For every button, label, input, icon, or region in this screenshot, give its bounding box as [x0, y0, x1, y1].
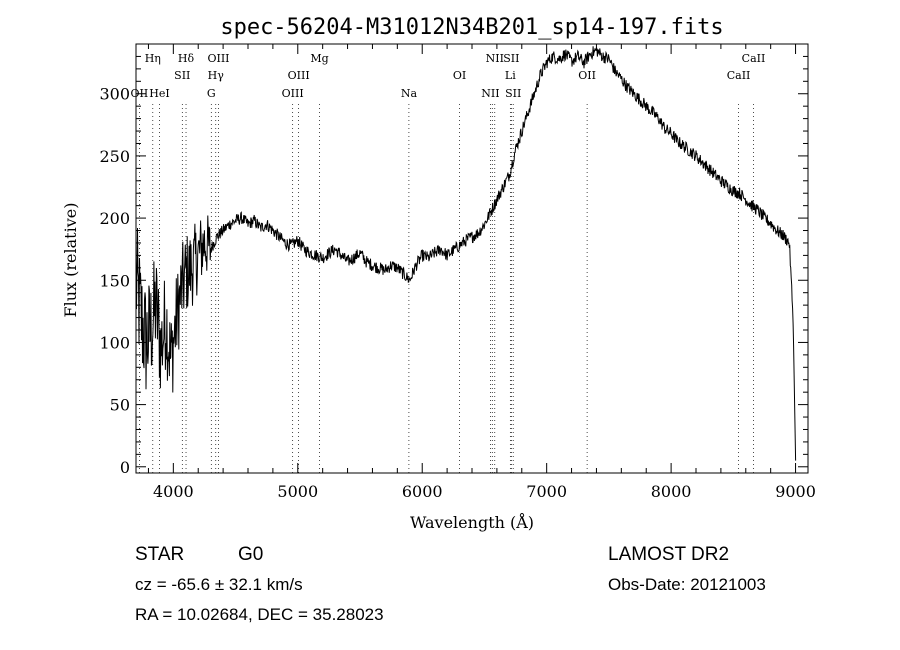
obs-date: Obs-Date: 20121003: [608, 575, 766, 594]
x-axis-label: Wavelength (Å): [410, 512, 534, 532]
emission-line-label: Hδ: [178, 52, 195, 65]
emission-line-label: OIII: [282, 87, 304, 100]
y-tick-label: 150: [99, 271, 130, 290]
object-class: STAR: [135, 544, 184, 565]
y-tick-label: 0: [120, 458, 130, 477]
redshift-readout: cz = -65.6 ± 32.1 km/s: [135, 575, 303, 594]
emission-line-label: Hη: [145, 52, 161, 65]
y-axis-label: Flux (relative): [61, 203, 80, 318]
emission-line-label: SII: [503, 52, 519, 65]
x-tick-label: 9000: [775, 482, 816, 501]
emission-line-label: HeI: [149, 87, 169, 100]
chart-title: spec-56204-M31012N34B201_sp14-197.fits: [220, 15, 723, 40]
emission-line-label: OIII: [207, 52, 229, 65]
plot-border: [135, 43, 809, 474]
emission-line-label: Mg: [310, 52, 328, 65]
coordinates: RA = 10.02684, DEC = 35.28023: [135, 605, 384, 624]
y-tick-label: 100: [99, 333, 130, 352]
emission-line-label: OI: [453, 69, 466, 82]
emission-line-markers: [139, 104, 754, 473]
emission-line-label: CaII: [742, 52, 766, 65]
emission-line-label: NII: [486, 52, 504, 65]
emission-line-label: SII: [505, 87, 521, 100]
y-tick-label: 200: [99, 209, 130, 228]
x-tick-label: 4000: [153, 482, 194, 501]
x-axis-ticks: 4000 5000 6000 7000 8000 9000: [147, 44, 816, 501]
x-tick-label: 6000: [402, 482, 443, 501]
survey-name: LAMOST DR2: [608, 544, 729, 565]
spectrum-line: [135, 46, 797, 461]
x-tick-label: 5000: [277, 482, 318, 501]
emission-line-label: SII: [174, 69, 190, 82]
emission-line-label: Li: [505, 69, 516, 82]
emission-line-label: G: [207, 87, 216, 100]
y-axis-ticks: 0 50 100 150 200 250 300: [99, 55, 808, 477]
emission-line-label: CaII: [727, 69, 751, 82]
x-tick-label: 8000: [651, 482, 692, 501]
emission-line-label: Hγ: [208, 69, 225, 82]
emission-line-label: NII: [481, 87, 499, 100]
plot-frame: [135, 43, 809, 474]
x-tick-label: 7000: [526, 482, 567, 501]
emission-line-label: Na: [401, 87, 418, 100]
y-tick-label: 250: [99, 147, 130, 166]
emission-line-label: OII: [578, 69, 596, 82]
emission-line-label: OIII: [288, 69, 310, 82]
y-tick-label: 50: [110, 396, 130, 415]
object-subclass: G0: [238, 544, 263, 565]
y-tick-label: 300: [99, 85, 130, 104]
